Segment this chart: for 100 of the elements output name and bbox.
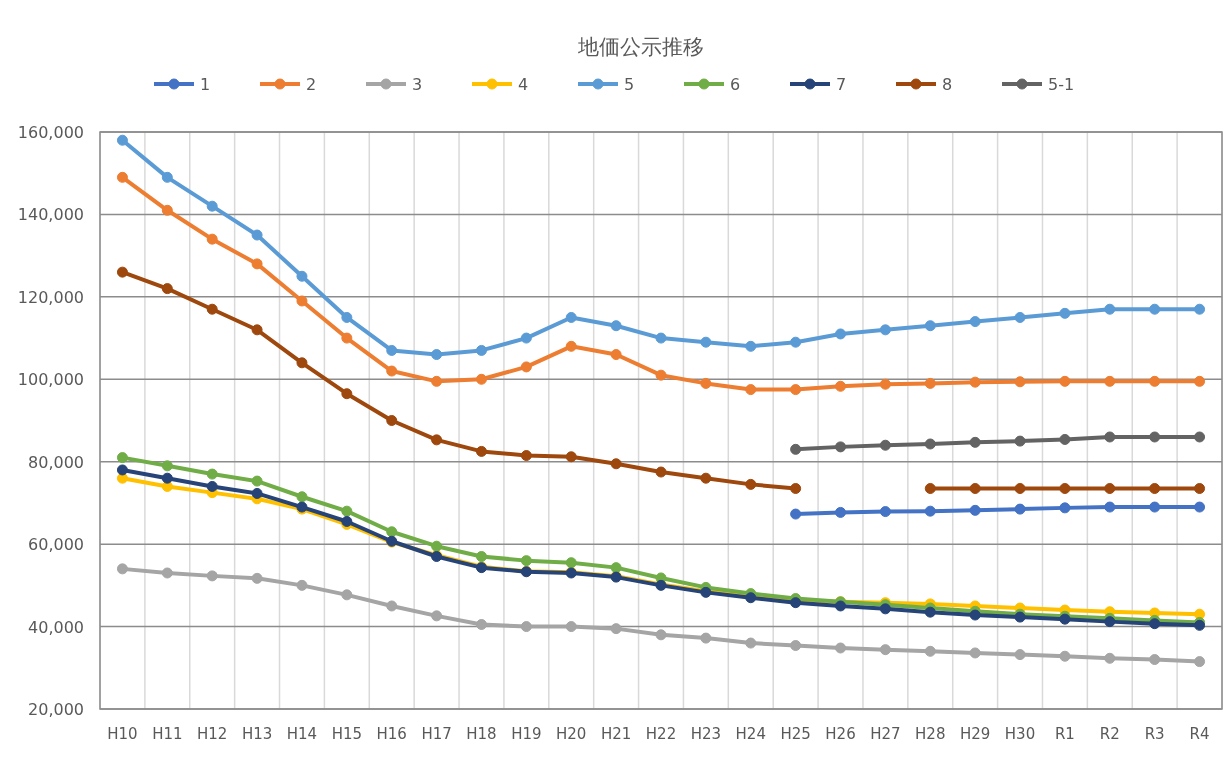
- ytick: 140,000: [17, 205, 84, 225]
- ytick: 60,000: [28, 535, 84, 555]
- xtick: H13: [241, 725, 273, 743]
- point: [475, 551, 487, 563]
- point: [835, 642, 847, 654]
- point: [610, 349, 622, 361]
- xtick: H27: [870, 725, 901, 743]
- point: [655, 369, 667, 381]
- point: [655, 466, 667, 478]
- point: [116, 452, 128, 464]
- point: [206, 200, 218, 212]
- point: [1104, 483, 1116, 494]
- point: [386, 415, 398, 426]
- xtick: H17: [421, 725, 452, 743]
- point: [116, 266, 128, 278]
- point: [251, 258, 263, 270]
- point: [969, 483, 981, 494]
- point: [1104, 303, 1116, 315]
- xtick: H16: [376, 725, 407, 743]
- legend-label: 2: [306, 75, 317, 94]
- point: [206, 233, 218, 245]
- point: [116, 563, 128, 575]
- point: [475, 344, 487, 356]
- legend-label: 5: [624, 75, 635, 94]
- point: [879, 324, 891, 336]
- xtick: H19: [511, 725, 542, 743]
- point: [745, 637, 757, 649]
- point: [1014, 503, 1026, 515]
- point: [161, 472, 173, 484]
- point: [475, 619, 487, 631]
- point: [745, 384, 757, 396]
- point: [565, 621, 577, 633]
- point: [565, 311, 577, 323]
- xtick: H11: [152, 725, 183, 743]
- point: [1149, 501, 1161, 513]
- point: [1104, 501, 1116, 513]
- point: [251, 487, 263, 499]
- point: [1104, 652, 1116, 664]
- point: [879, 644, 891, 656]
- point: [790, 336, 802, 348]
- ytick: 160,000: [17, 123, 84, 142]
- point: [251, 475, 263, 487]
- point: [206, 303, 218, 315]
- point: [835, 441, 847, 453]
- point: [1014, 311, 1026, 323]
- point: [520, 361, 532, 373]
- point: [431, 540, 443, 552]
- point: [565, 557, 577, 569]
- point: [251, 572, 263, 584]
- point: [1059, 502, 1071, 514]
- point: [1194, 431, 1206, 443]
- point: [879, 378, 891, 390]
- point: [1059, 483, 1071, 494]
- point: [1059, 375, 1071, 387]
- point: [431, 610, 443, 622]
- point: [431, 375, 443, 387]
- point: [1059, 650, 1071, 662]
- point: [341, 505, 353, 517]
- point: [790, 483, 802, 494]
- point: [1014, 435, 1026, 447]
- point: [1149, 303, 1161, 315]
- point: [386, 600, 398, 612]
- point: [1059, 433, 1071, 445]
- point: [206, 480, 218, 492]
- point: [1149, 654, 1161, 666]
- point: [475, 445, 487, 457]
- ytick: 100,000: [17, 370, 84, 390]
- ytick: 80,000: [28, 452, 84, 472]
- point: [296, 270, 308, 282]
- point: [296, 357, 308, 369]
- xtick: R4: [1189, 725, 1210, 743]
- point: [1149, 431, 1161, 443]
- xtick: H30: [1004, 725, 1036, 743]
- xtick: H28: [915, 725, 946, 743]
- xtick: H21: [600, 725, 632, 743]
- point: [386, 344, 398, 356]
- point: [431, 349, 443, 361]
- xtick: H14: [286, 725, 318, 743]
- point: [341, 388, 353, 400]
- point: [879, 506, 891, 518]
- point: [431, 434, 443, 446]
- point: [386, 365, 398, 377]
- point: [341, 311, 353, 323]
- point: [835, 328, 847, 340]
- point: [1194, 501, 1206, 513]
- point: [296, 579, 308, 591]
- point: [790, 508, 802, 520]
- point: [924, 377, 936, 389]
- point: [610, 562, 622, 574]
- point: [969, 609, 981, 621]
- point: [835, 600, 847, 612]
- legend-label: 4: [518, 75, 529, 94]
- legend-label: 7: [836, 75, 847, 94]
- xtick: H12: [197, 725, 228, 743]
- point: [520, 450, 532, 462]
- xtick: H25: [780, 725, 811, 743]
- point: [520, 332, 532, 344]
- point: [655, 629, 667, 641]
- point: [161, 171, 173, 183]
- xtick: H10: [107, 725, 138, 743]
